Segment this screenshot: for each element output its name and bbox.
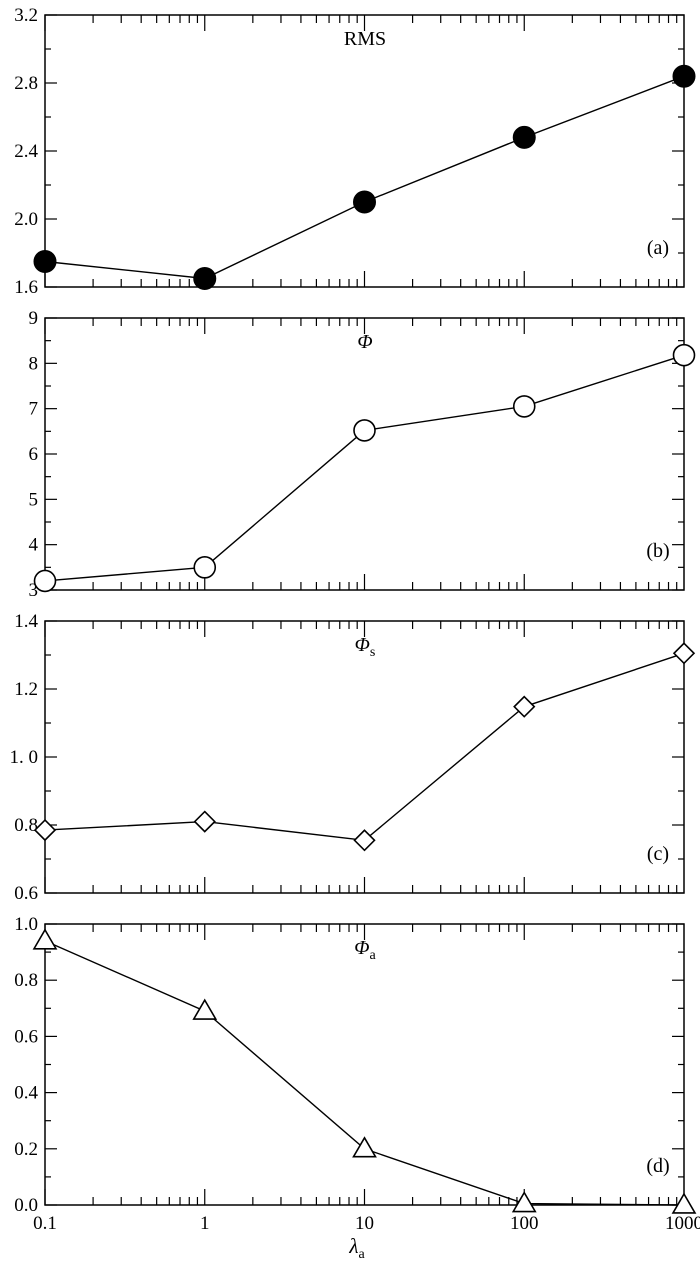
panel-tag: (d)	[646, 1155, 669, 1177]
panel-title: Φs	[355, 634, 376, 660]
x-tick-label: 10	[355, 1213, 374, 1234]
data-point	[512, 395, 536, 418]
plot-frame	[44, 620, 685, 894]
panel-title: Φ	[357, 331, 372, 353]
y-tick-label: 6	[29, 444, 39, 465]
panel-tag: (c)	[647, 843, 669, 865]
panel-a: 1.6 2.0 2.4 2.8 3.2 RMS (a)	[14, 5, 696, 298]
y-tick-label: 3.2	[14, 5, 38, 26]
data-point	[353, 419, 376, 442]
y-tick-label: 5	[29, 489, 39, 510]
data-point	[353, 190, 376, 214]
panel-tag: (b)	[646, 540, 669, 562]
x-axis: 0.1 1 10 100 1000 λa	[33, 1213, 700, 1262]
series-line	[44, 75, 685, 280]
y-tick-label: 1. 0	[10, 747, 39, 768]
data-point	[512, 125, 536, 149]
data-point	[33, 250, 57, 273]
y-tick-label: 0.6	[14, 1026, 38, 1047]
y-tick-label: 0.2	[14, 1139, 38, 1160]
x-axis-label: λa	[348, 1234, 365, 1262]
x-tick-label: 1000	[665, 1213, 700, 1234]
data-point	[192, 998, 218, 1020]
y-tick-label: 2.8	[14, 73, 38, 94]
data-point	[193, 556, 217, 579]
data-point	[671, 1192, 697, 1214]
panel-title: Φa	[354, 937, 376, 963]
y-tick-label: 3	[29, 580, 39, 601]
plot-frame	[44, 923, 685, 1206]
y-tick-label: 9	[29, 308, 39, 329]
y-tick-label: 0.8	[14, 970, 38, 991]
y-tick-label: 1.6	[14, 277, 38, 298]
plot-frame	[44, 317, 685, 591]
panel-b: 3 4 5 6 7 8 9 Φ (b)	[29, 308, 696, 601]
y-tick-label: 2.0	[14, 209, 38, 230]
series-line	[44, 940, 685, 1206]
data-point	[511, 1191, 537, 1213]
y-tick-label: 1.4	[14, 611, 38, 632]
data-point	[193, 267, 217, 290]
y-tick-label: 7	[29, 399, 39, 420]
panel-c: 0.6 0.8 1. 0 1.2 1.4 Φs (c)	[10, 611, 696, 904]
data-point	[513, 695, 536, 718]
data-point	[32, 928, 58, 950]
series-line	[44, 354, 685, 582]
y-tick-label: 0.4	[14, 1083, 38, 1104]
plot-frame	[44, 14, 685, 288]
y-tick-label: 4	[29, 535, 39, 556]
data-point	[353, 829, 376, 852]
y-tick-label: 0.8	[14, 815, 38, 836]
panel-tag: (a)	[647, 237, 669, 259]
data-point	[193, 810, 216, 833]
data-point	[672, 343, 696, 367]
data-point	[352, 1136, 377, 1158]
x-tick-label: 100	[510, 1213, 539, 1234]
panel-d: 0.0 0.2 0.4 0.6 0.8 1.0 Φa (d)	[14, 914, 697, 1216]
y-tick-label: 8	[29, 353, 39, 374]
y-tick-label: 0.6	[14, 883, 38, 904]
panel-title: RMS	[344, 28, 386, 50]
y-tick-label: 2.4	[14, 141, 38, 162]
series-line	[44, 652, 685, 842]
x-tick-label: 0.1	[33, 1213, 57, 1234]
data-point	[33, 818, 57, 842]
data-point	[33, 569, 57, 593]
x-tick-label: 1	[200, 1213, 210, 1234]
y-tick-label: 0.0	[14, 1195, 38, 1216]
data-point	[672, 64, 696, 88]
data-point	[672, 642, 696, 665]
y-tick-label: 1.0	[14, 914, 38, 935]
y-tick-label: 1.2	[14, 679, 38, 700]
